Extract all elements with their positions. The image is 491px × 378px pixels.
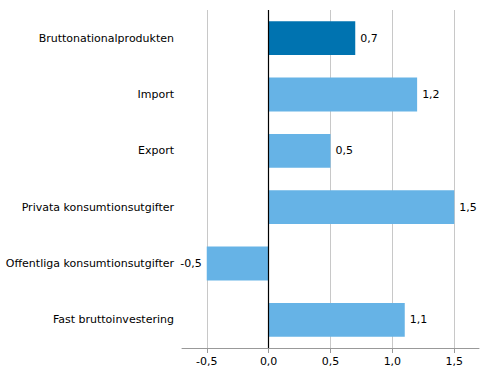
svg-text:1,5: 1,5 bbox=[446, 355, 464, 368]
svg-text:Offentliga konsumtionsutgifter: Offentliga konsumtionsutgifter bbox=[6, 257, 175, 270]
svg-text:1,5: 1,5 bbox=[459, 201, 477, 214]
svg-text:0,5: 0,5 bbox=[336, 144, 354, 157]
svg-text:Export: Export bbox=[138, 144, 175, 157]
svg-text:1,1: 1,1 bbox=[410, 313, 428, 326]
svg-text:0,7: 0,7 bbox=[360, 32, 378, 45]
svg-text:0,5: 0,5 bbox=[322, 355, 340, 368]
svg-text:Import: Import bbox=[137, 88, 174, 101]
svg-text:Fast bruttoinvestering: Fast bruttoinvestering bbox=[53, 313, 174, 326]
svg-text:-0,5: -0,5 bbox=[196, 355, 217, 368]
svg-text:1,2: 1,2 bbox=[422, 88, 440, 101]
svg-text:1,0: 1,0 bbox=[384, 355, 402, 368]
svg-text:Bruttonationalprodukten: Bruttonationalprodukten bbox=[39, 32, 174, 45]
svg-text:-0,5: -0,5 bbox=[180, 257, 201, 270]
svg-text:Privata konsumtionsutgifter: Privata konsumtionsutgifter bbox=[22, 201, 175, 214]
svg-text:0,0: 0,0 bbox=[260, 355, 278, 368]
